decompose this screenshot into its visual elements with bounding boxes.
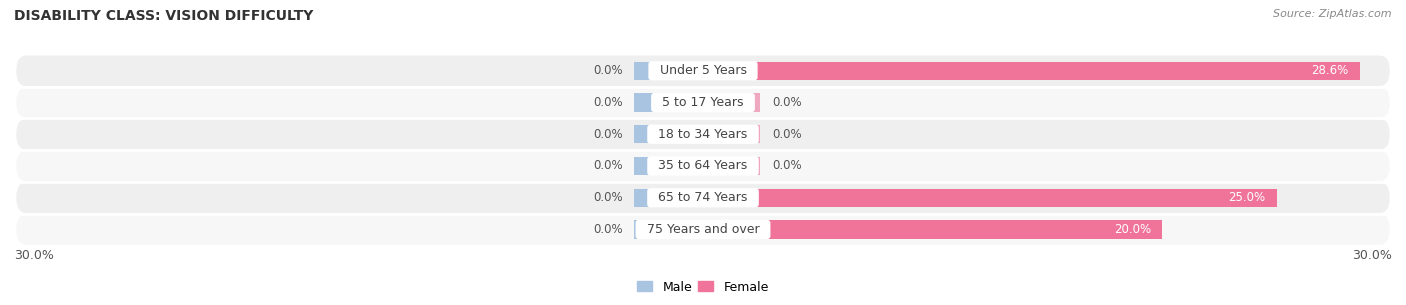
FancyBboxPatch shape xyxy=(17,87,1389,118)
Bar xyxy=(634,188,703,207)
Text: 30.0%: 30.0% xyxy=(1353,249,1392,262)
Text: 18 to 34 Years: 18 to 34 Years xyxy=(651,128,755,141)
Bar xyxy=(703,220,1163,239)
Bar xyxy=(703,62,1360,80)
Text: 0.0%: 0.0% xyxy=(593,223,623,236)
Text: 0.0%: 0.0% xyxy=(593,128,623,141)
FancyBboxPatch shape xyxy=(17,182,1389,213)
Text: 0.0%: 0.0% xyxy=(772,128,801,141)
Bar xyxy=(703,188,1277,207)
Bar xyxy=(634,125,703,143)
Text: 65 to 74 Years: 65 to 74 Years xyxy=(651,191,755,204)
Bar xyxy=(634,220,703,239)
Text: 20.0%: 20.0% xyxy=(1114,223,1152,236)
Text: Source: ZipAtlas.com: Source: ZipAtlas.com xyxy=(1274,9,1392,19)
Text: 0.0%: 0.0% xyxy=(772,96,801,109)
Text: 28.6%: 28.6% xyxy=(1310,64,1348,77)
Text: Under 5 Years: Under 5 Years xyxy=(651,64,755,77)
Text: 75 Years and over: 75 Years and over xyxy=(638,223,768,236)
Text: 35 to 64 Years: 35 to 64 Years xyxy=(651,160,755,173)
FancyBboxPatch shape xyxy=(17,214,1389,245)
Text: 25.0%: 25.0% xyxy=(1229,191,1265,204)
Text: DISABILITY CLASS: VISION DIFFICULTY: DISABILITY CLASS: VISION DIFFICULTY xyxy=(14,9,314,23)
Legend: Male, Female: Male, Female xyxy=(633,275,773,299)
Text: 0.0%: 0.0% xyxy=(593,64,623,77)
Bar xyxy=(703,157,761,175)
FancyBboxPatch shape xyxy=(17,119,1389,149)
Text: 30.0%: 30.0% xyxy=(14,249,53,262)
Bar xyxy=(634,93,703,112)
Bar xyxy=(703,93,761,112)
FancyBboxPatch shape xyxy=(17,151,1389,181)
Text: 0.0%: 0.0% xyxy=(593,191,623,204)
Bar xyxy=(634,62,703,80)
Text: 5 to 17 Years: 5 to 17 Years xyxy=(654,96,752,109)
Bar xyxy=(634,157,703,175)
Bar xyxy=(703,125,761,143)
Text: 0.0%: 0.0% xyxy=(593,96,623,109)
Text: 0.0%: 0.0% xyxy=(772,160,801,173)
Text: 0.0%: 0.0% xyxy=(593,160,623,173)
FancyBboxPatch shape xyxy=(17,56,1389,86)
